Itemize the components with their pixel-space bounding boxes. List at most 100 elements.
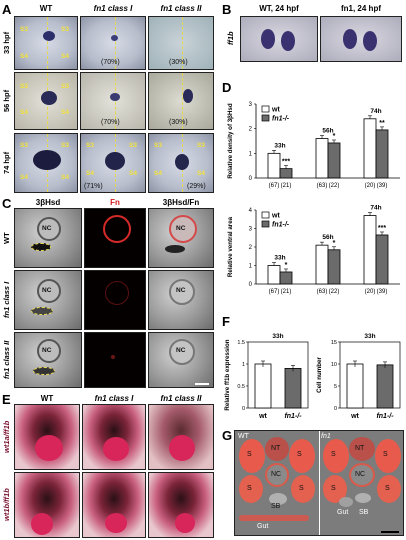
panel-a-image-c2-56: (30%) xyxy=(148,72,214,130)
significance-label: ** xyxy=(379,120,385,127)
panel-c-image-c2-hsd: NC xyxy=(14,332,82,388)
panel-g-genotype-fn1: fn1 xyxy=(321,433,331,440)
sample-size-label: (39) xyxy=(377,289,388,295)
panel-a-col-header-wt: WT xyxy=(39,4,53,13)
panel-c-image-c2-fn xyxy=(84,332,146,388)
significance-label: * xyxy=(285,262,288,269)
panel-a-col-header-class2: fn1 class II xyxy=(160,4,202,13)
panel-e-col-header-class2: fn1 class II xyxy=(160,394,202,403)
sample-size-label: (21) xyxy=(281,289,292,295)
y-tick-label: 0 xyxy=(249,282,253,288)
bar-74h-wt xyxy=(363,215,377,285)
sample-size-label: (67) xyxy=(269,289,280,295)
panel-b-image-wt xyxy=(240,16,318,62)
panel-c-image-wt-fn xyxy=(84,208,146,268)
panel-c-image-c1-merge: NC xyxy=(148,270,214,330)
bar-33h-fn1-/- xyxy=(279,271,293,285)
panel-c-row-wt: WT xyxy=(2,232,11,244)
bar-56h-fn1-/- xyxy=(327,249,341,285)
y-axis-label: Relative ventral area xyxy=(227,216,234,277)
legend-swatch-wt xyxy=(261,211,270,219)
panel-c-image-wt-merge: NC xyxy=(148,208,214,268)
y-tick-label: 10 xyxy=(331,362,337,368)
legend-label: wt xyxy=(271,213,280,220)
significance-label: *** xyxy=(378,225,386,232)
sample-size-label: (63) xyxy=(317,289,328,295)
panel-c-image-wt-hsd: NC xyxy=(14,208,82,268)
panel-a-image-wt-74: S3 S3 S4 S4 xyxy=(14,133,78,193)
panel-c-image-c2-merge: NC xyxy=(148,332,214,388)
chart-cellnumber: 0 5 10 15 Cell number 33h wt fn1-/- xyxy=(316,333,401,420)
legend-label: wt xyxy=(271,107,280,114)
panel-c-image-c1-fn xyxy=(84,270,146,330)
panel-g-genotype-wt: WT xyxy=(238,433,249,440)
group-label: 33h xyxy=(274,255,285,262)
group-label: 56h xyxy=(322,128,333,135)
legend-label: fn1-/- xyxy=(272,222,290,229)
sample-size-label: (39) xyxy=(377,183,388,189)
chart-expression: 0 0.5 1 1.5 Relative ff1b expression 33h wt fn1… xyxy=(224,333,309,420)
chart-title: 33h xyxy=(272,333,283,340)
y-tick-label: 3 xyxy=(249,102,253,108)
panel-c-col-header-merge: 3βHsd/Fn xyxy=(162,198,200,207)
panel-e-image-wt1b-c1 xyxy=(82,472,146,538)
y-tick-label: 1 xyxy=(242,362,245,368)
panel-a-image-c2-74: S3 S3 S4 S4 (29%) xyxy=(148,133,214,193)
panel-a-row-56: 56 hpf xyxy=(2,89,11,113)
y-tick-label: 0 xyxy=(249,176,253,182)
sample-size-label: (22) xyxy=(329,183,340,189)
panel-b-label: B xyxy=(222,2,232,17)
panel-b-col-header-wt: WT, 24 hpf xyxy=(259,4,299,13)
panel-a-image-wt-33: S3 S3 S4 S4 xyxy=(14,16,78,70)
significance-label: * xyxy=(333,240,336,247)
panel-a-image-c1-74: S3 S3 S4 S4 (71%) xyxy=(80,133,146,193)
panel-c-row-class1: fn1 class I xyxy=(2,281,11,319)
panel-b-row-ff1b: ff1b xyxy=(226,31,235,45)
y-axis-label: Relative density of 3βHsd xyxy=(227,103,234,179)
y-tick-label: 0 xyxy=(334,406,337,412)
legend-swatch-wt xyxy=(261,105,270,113)
group-label: 33h xyxy=(274,142,285,149)
panel-a-row-33: 33 hpf xyxy=(2,31,11,55)
bar-fn1-/- xyxy=(376,364,394,409)
panel-a-col-header-class1: fn1 class I xyxy=(93,4,133,13)
x-tick-label: fn1-/- xyxy=(376,413,394,420)
panel-e-image-wt1a-c1 xyxy=(82,404,146,470)
y-tick-label: 1 xyxy=(249,151,253,157)
panel-g-label: G xyxy=(222,428,233,443)
panel-a-image-c1-56: (70%) xyxy=(80,72,146,130)
significance-label: *** xyxy=(282,159,290,166)
panel-d-label: D xyxy=(222,80,232,95)
panel-b-image-fn1 xyxy=(320,16,402,62)
panel-c-col-header-hsd: 3βHsd xyxy=(35,198,61,207)
plot-frame xyxy=(247,341,309,409)
y-tick-label: 2 xyxy=(249,245,253,251)
y-tick-label: 1 xyxy=(249,264,253,270)
panel-c-label: C xyxy=(2,196,12,211)
bar-33h-fn1-/- xyxy=(279,168,293,179)
y-tick-label: 2 xyxy=(249,127,253,133)
y-tick-label: 3 xyxy=(249,227,253,233)
legend-swatch-fn1-/- xyxy=(261,114,270,122)
sample-size-label: (63) xyxy=(317,183,328,189)
panel-c-row-class2: fn1 class II xyxy=(2,340,11,380)
y-tick-label: 0.5 xyxy=(237,384,245,390)
bar-wt xyxy=(346,363,364,409)
bar-74h-wt xyxy=(363,118,377,179)
bar-74h-fn1-/- xyxy=(375,234,389,285)
legend-label: fn1-/- xyxy=(272,116,290,123)
bar-56h-wt xyxy=(315,244,329,285)
panel-a-image-c2-33: (30%) xyxy=(148,16,214,70)
group-label: 56h xyxy=(322,234,333,241)
legend-swatch-fn1-/- xyxy=(261,220,270,228)
x-tick-label: wt xyxy=(350,413,359,420)
group-label: 74h xyxy=(370,108,381,115)
y-tick-label: 15 xyxy=(331,340,337,346)
y-tick-label: 0 xyxy=(242,406,245,412)
bar-56h-fn1-/- xyxy=(327,142,341,179)
panel-c-col-header-fn: Fn xyxy=(110,198,120,207)
panel-a-image-wt-56: S3 S3 S4 S4 xyxy=(14,72,78,130)
bar-wt xyxy=(254,363,272,409)
bar-56h-wt xyxy=(315,138,329,179)
